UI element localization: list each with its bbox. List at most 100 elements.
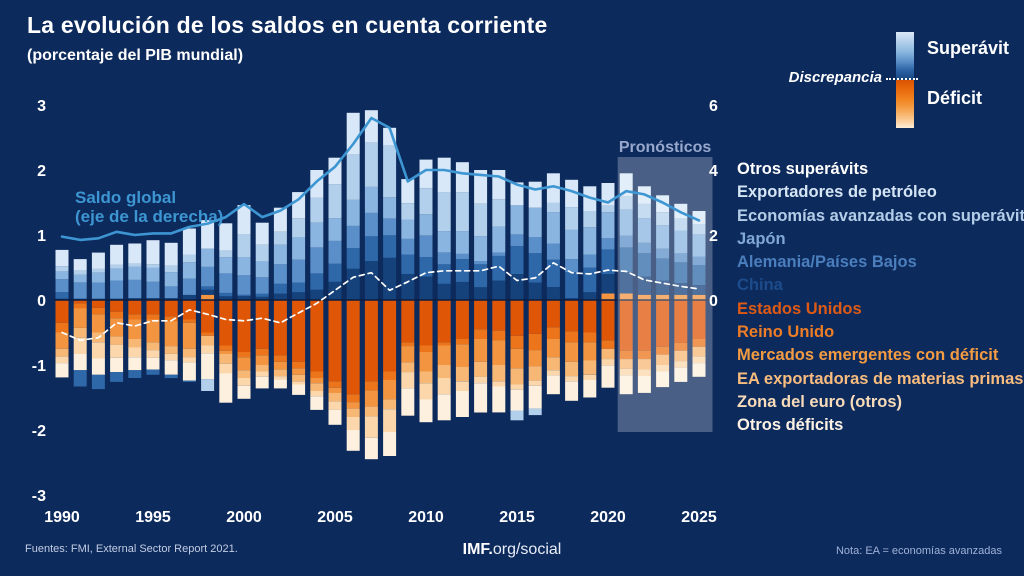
bar-segment-petroleo [437,192,451,232]
bar-segment-otros_def [273,379,287,389]
bar-2009 [401,179,415,416]
bar-segment-ea_sup [656,225,670,249]
bar-segment-otros_def [292,384,306,395]
bar-segment-eeuu [128,300,142,315]
bar-segment-em [437,345,451,365]
bar-segment-otros_def [455,391,469,417]
bar-segment-otros_def [55,363,69,378]
bar-segment-otros_sup [437,157,451,193]
bar-segment-uk [656,346,670,355]
bar-segment-japon [565,259,579,273]
bar-segment-ea_sup [255,261,269,278]
bar-segment-em [492,340,506,365]
bar-2017 [546,173,560,395]
bar-segment-alemania [583,267,597,293]
bar-segment-petroleo [91,268,105,273]
bar-segment-em [656,294,670,300]
bar-segment-otros_sup [128,243,142,264]
bar-segment-alemania [510,246,524,274]
bar-segment-ea_sup [364,186,378,213]
bar-segment-em [419,352,433,372]
bar-segment-otros_sup [164,242,178,266]
bar-segment-eeuu [73,300,87,304]
bar-segment-alemania [401,254,415,274]
bar-segment-uk [182,319,196,323]
bar-segment-eeuu [55,300,69,323]
bar-segment-ea_mat [237,370,251,378]
bar-segment-em [182,322,196,349]
x-axis-label: 2020 [590,509,626,526]
bar-segment-china [383,257,397,301]
bar-segment-china [182,294,196,300]
bar-segment-ea_mat [401,362,415,373]
bar-segment-otros_sup [219,223,233,251]
bar-segment-ea_mat [510,368,524,385]
bar-segment-otros_def [182,362,196,381]
bar-segment-otros_def [656,371,670,388]
bar-segment-uk [619,350,633,360]
bar-segment-zona_euro [110,344,124,358]
bar-segment-otros_sup [419,159,433,189]
bar-segment-em [328,387,342,393]
bar-segment-ea_mat [656,354,670,365]
bar-segment-japon [474,261,488,265]
bar-segment-petroleo [255,244,269,262]
bar-segment-japon [546,243,560,260]
bar-segment-ea_sup [492,226,506,253]
bar-segment-japon [273,264,287,284]
bar-segment-em [474,339,488,362]
bar-segment-petroleo [383,145,397,198]
bar-segment-zona_euro [565,376,579,382]
bar-segment-japon [328,240,342,264]
bar-segment-ea_mat [692,346,706,357]
bar-segment-em [692,294,706,300]
x-axis-label: 2000 [226,509,262,526]
bar-segment-alemania [383,235,397,258]
bar-segment-alemania [219,292,233,297]
bar-segment-ea_sup [565,229,579,260]
bar-segment-petroleo [546,202,560,213]
bar-segment-petroleo [110,264,124,269]
bar-segment-zona_euro [310,391,324,397]
bar-segment-zona_euro [73,337,87,354]
bar-2015 [510,182,524,421]
bar-segment-eeuu [292,300,306,362]
bar-segment-em [201,294,215,300]
legend-item-china: China [737,276,783,295]
bar-segment-china [310,289,324,300]
bar-segment-ea_sup [528,207,542,237]
bar-segment-japon [637,242,651,254]
bar-2014 [492,170,506,413]
bar-segment-uk [383,371,397,380]
bar-segment-em [273,361,287,370]
bar-segment-japon [528,236,542,254]
bar-segment-china [146,298,160,300]
x-axis-label: 2010 [408,509,444,526]
bar-segment-uk [419,345,433,352]
bar-segment-japon [237,275,251,295]
bar-2005 [328,157,342,425]
bar-segment-zona_euro [546,370,560,376]
bar-segment-uk [346,394,360,403]
bar-segment-ea_mat [346,408,360,418]
bar-segment-petroleo [583,210,597,228]
bar-segment-otros_sup [55,249,69,267]
bar-segment-petroleo [328,184,342,219]
bar-segment-otros_def [110,357,124,373]
bar-segment-ea_sup [310,222,324,248]
page-subtitle: (porcentaje del PIB mundial) [27,47,244,64]
bar-segment-otros_def [601,365,615,388]
bar-segment-otros_def [73,353,87,371]
bar-segment-em [455,344,469,367]
forecast-overlay [617,157,713,432]
bar-segment-petroleo [401,203,415,220]
bar-segment-zona_euro [637,369,651,376]
bar-segment-uk [565,331,579,343]
bar-segment-petroleo [146,264,160,268]
bar-segment-alemania [492,255,506,281]
bar-segment-uk [601,340,615,349]
bar-segment-zona_euro [201,345,215,354]
bar-segment-uk [510,335,524,349]
bar-segment-alemania [674,262,688,284]
bar-segment-otros_sup [692,211,706,224]
